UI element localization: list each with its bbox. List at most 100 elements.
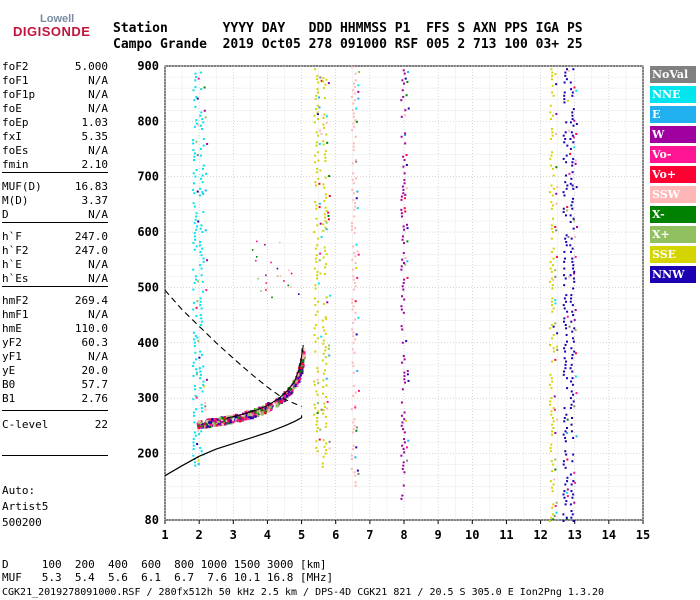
trace-point [351,188,354,191]
trace-point [401,467,404,470]
trace-point [350,454,353,457]
trace-point [319,169,322,172]
trace-point [200,425,203,428]
param-key: foF1 [2,74,29,87]
trace-point [209,423,212,427]
trace-point [196,97,199,100]
trace-point [324,369,327,372]
trace-point [352,428,355,431]
legend-item-nne: NNE [650,86,696,103]
trace-point [195,408,198,411]
trace-point [269,408,273,412]
trace-point [400,265,403,268]
trace-point [322,123,325,126]
trace-point [219,423,222,426]
trace-point [401,285,404,288]
trace-point [298,380,301,383]
legend-item-w: W [650,126,696,143]
trace-point [324,425,327,428]
trace-point [316,426,319,429]
trace-point [294,386,297,389]
trace-point [316,113,319,116]
trace-point [249,416,253,420]
trace-point [564,74,567,77]
param-foes: foEs N/A [2,144,108,158]
trace-point [320,235,323,238]
trace-point [315,141,318,144]
trace-point [325,209,328,212]
trace-point [314,68,317,71]
trace-point [403,418,406,421]
param-value: 57.7 [81,378,109,391]
param-value: N/A [88,88,108,101]
trace-point [572,187,575,190]
trace-point [354,406,357,409]
trace-point [251,416,254,420]
trace-point [562,191,565,194]
trace-point [400,305,403,308]
trace-point [192,139,195,142]
trace-point [352,444,355,447]
trace-point [322,386,325,389]
trace-point [301,359,304,362]
trace-point [317,237,320,240]
trace-point [221,423,224,426]
trace-point [571,370,574,373]
trace-point [193,384,196,387]
trace-point [571,513,574,516]
trace-point [554,275,557,278]
trace-point [285,390,289,394]
trace-point [322,87,325,90]
trace-point [199,264,202,267]
trace-point [294,384,297,387]
trace-point [401,258,404,261]
trace-point [197,459,200,462]
trace-point [356,250,359,253]
param-value: 5.000 [74,60,108,73]
trace-point [194,79,197,82]
trace-point [321,465,324,468]
trace-point [569,274,572,277]
trace-point [194,351,197,354]
trace-point [354,119,357,122]
trace-point [571,164,574,167]
trace-point [192,361,195,364]
trace-point [197,340,200,343]
trace-point [270,261,272,264]
trace-point [198,356,201,359]
trace-point [249,415,253,418]
trace-point [404,134,407,137]
trace-point [199,187,202,190]
trace-point [551,131,554,134]
trace-point [324,332,327,335]
trace-point [323,329,326,332]
trace-point [328,344,331,347]
trace-point [324,266,327,269]
trace-point [297,372,300,375]
trace-point [570,363,573,366]
trace-point [565,500,568,503]
trace-point [400,135,403,138]
trace-point [315,446,318,449]
trace-point [263,409,266,413]
trace-point [550,516,553,519]
trace-point [405,154,408,157]
trace-point [302,364,305,367]
trace-point [203,424,206,427]
trace-point [322,409,325,412]
trace-point [355,120,358,123]
trace-point [549,118,552,121]
trace-point [549,450,552,453]
trace-point [352,172,355,175]
trace-point [403,182,406,185]
trace-point [571,134,574,137]
trace-point [321,359,324,362]
param-hme: hmE 110.0 [2,322,108,336]
trace-point [574,328,577,331]
trace-point [569,121,572,124]
trace-point [403,371,406,374]
trace-point [566,431,569,434]
param-he: h`E N/A [2,258,108,272]
trace-point [550,360,553,363]
legend-item-noval: NoVal [650,66,696,83]
